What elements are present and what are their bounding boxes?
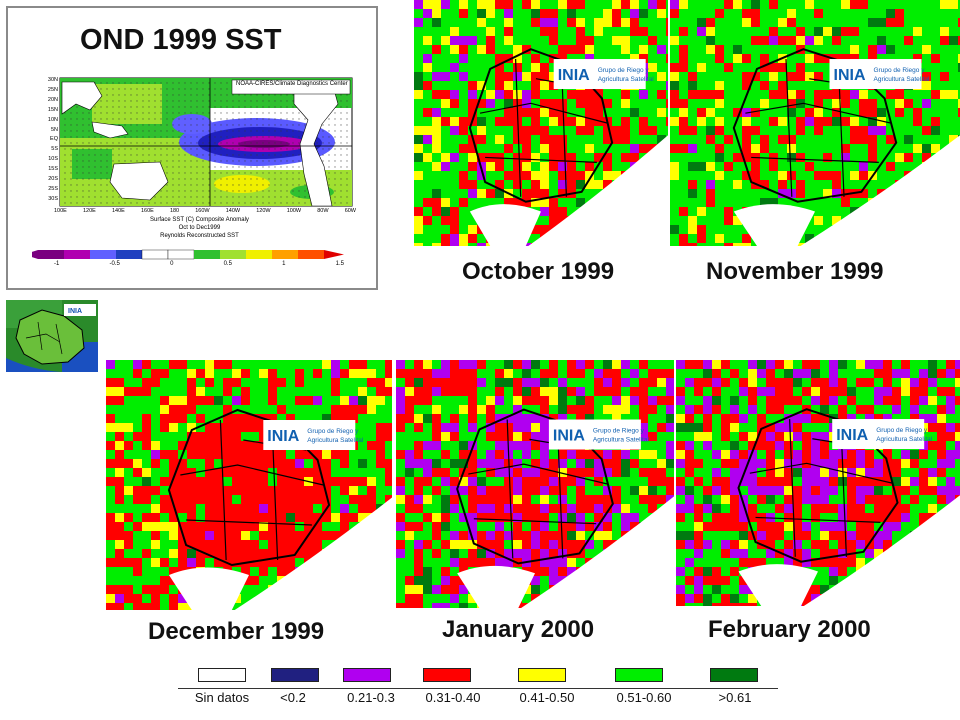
svg-text:Grupo de Riego y: Grupo de Riego y (874, 67, 926, 74)
legend-swatch-gt-0-61 (710, 668, 758, 682)
svg-text:Agricultura Satelital: Agricultura Satelital (598, 76, 655, 83)
legend-label-0-31-0-40: 0.31-0.40 (425, 690, 481, 705)
svg-text:Grupo de Riego y: Grupo de Riego y (598, 67, 650, 74)
label-january-2000: January 2000 (442, 616, 595, 643)
legend-label-lt-0-2: <0.2 (280, 690, 306, 705)
svg-text:Agricultura Satelital: Agricultura Satelital (876, 436, 933, 443)
legend-label-0-41-0-50: 0.41-0.50 (519, 690, 575, 705)
label-october-1999: October 1999 (462, 258, 615, 285)
svg-text:INIA: INIA (553, 428, 585, 445)
legend-label-0-21-0-3: 0.21-0.3 (347, 690, 395, 705)
legend-swatch-0-21-0-3 (343, 668, 391, 682)
sst-lon-ticks: 100E 120E 140E 160E 180 160W 140W 120W 100W 80W 60… (54, 208, 356, 214)
legend-swatch-0-31-0-40 (423, 668, 471, 682)
legend-swatch-lt-0-2 (271, 668, 319, 682)
label-february-2000: February 2000 (708, 616, 871, 643)
sst-panel-title: OND 1999 SST (80, 24, 282, 56)
map-october-1999: INIA Grupo de Riego y Agricultura Satelita… (414, 0, 668, 246)
svg-text:Agricultura Satelital: Agricultura Satelital (593, 437, 650, 444)
svg-text:INIA: INIA (834, 67, 866, 84)
svg-text:Grupo de Riego y: Grupo de Riego y (593, 428, 645, 435)
legend-swatch-0-51-0-60 (615, 668, 663, 682)
svg-text:Agricultura Satelital: Agricultura Satelital (874, 76, 931, 83)
svg-text:INIA: INIA (558, 67, 590, 84)
map-december-1999: INIA Grupo de Riego y Agricultura Satelita… (106, 360, 392, 610)
svg-text:Grupo de Riego y: Grupo de Riego y (307, 428, 359, 435)
legend-swatch-0-41-0-50 (518, 668, 566, 682)
svg-text:Agricultura Satelital: Agricultura Satelital (307, 437, 364, 444)
legend-swatch-sin-datos (198, 668, 246, 682)
map-january-2000: INIA Grupo de Riego y Agricultura Satelita… (396, 360, 674, 608)
reference-mini-map: INIA (2, 298, 100, 382)
map-november-1999: INIA Grupo de Riego y Agricultura Satelita… (670, 0, 960, 246)
sst-colorbar-ticks: -1 -0.5 0 0.5 1 1.5 (54, 261, 344, 267)
svg-text:INIA: INIA (267, 428, 299, 445)
legend-label-sin-datos: Sin datos (194, 690, 250, 705)
svg-text:Grupo de Riego y: Grupo de Riego y (876, 427, 928, 434)
svg-text:INIA: INIA (836, 427, 868, 444)
legend-label-gt-0-61: >0.61 (718, 690, 752, 705)
label-december-1999: December 1999 (148, 618, 325, 645)
label-november-1999: November 1999 (706, 258, 884, 285)
sst-caption: Surface SST (C) Composite Anomaly Oct to… (150, 217, 249, 239)
legend-divider (178, 688, 778, 689)
legend-label-0-51-0-60: 0.51-0.60 (616, 690, 672, 705)
svg-text:INIA: INIA (68, 308, 82, 315)
sst-anomaly-map: NOAA-CIRES/Climate Diagnostics Center 30… (32, 74, 357, 269)
map-february-2000: INIA Grupo de Riego y Agricultura Satelita… (676, 360, 960, 606)
sst-lat-ticks: 30N 25N 20N 15N 10N 5N EQ 5S 10S 15S 20S 25S 30S (47, 77, 58, 202)
sst-source-note: NOAA-CIRES/Climate Diagnostics Center (236, 81, 348, 87)
